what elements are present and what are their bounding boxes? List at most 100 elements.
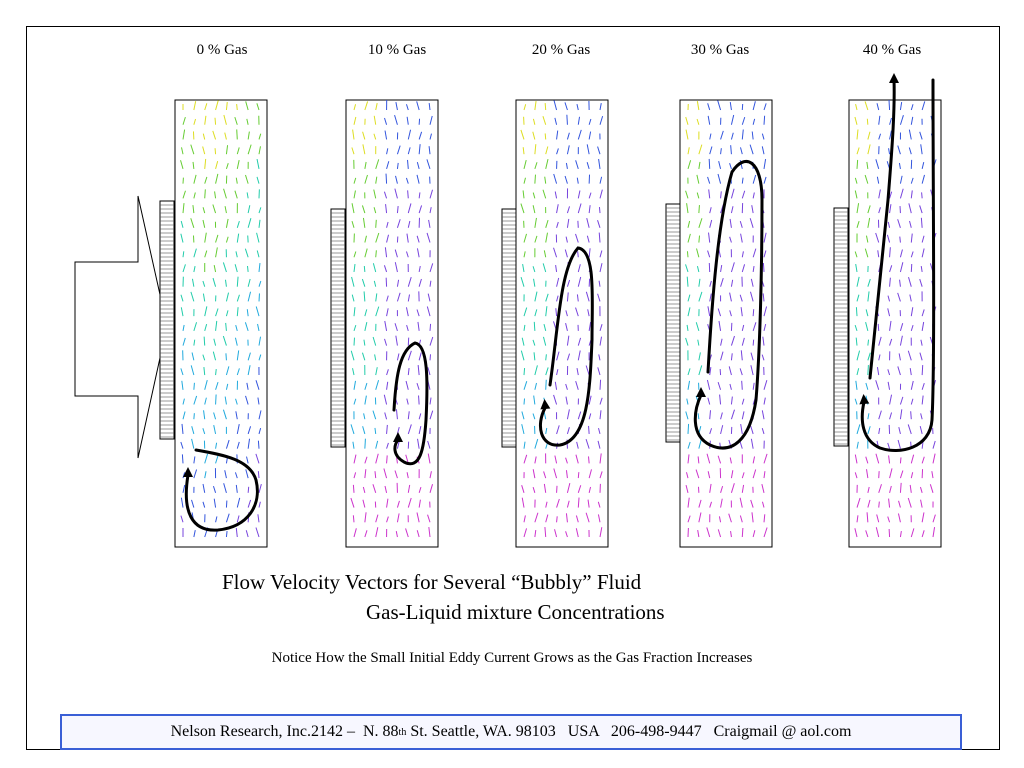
velocity-vector	[555, 264, 558, 273]
velocity-vector	[556, 351, 560, 361]
velocity-vector	[247, 131, 250, 140]
velocity-vector	[876, 514, 880, 523]
velocity-vector	[697, 413, 700, 420]
velocity-vector	[212, 204, 217, 214]
velocity-vector	[740, 423, 743, 435]
velocity-vector	[687, 307, 691, 317]
velocity-vector	[586, 162, 590, 170]
velocity-vector	[212, 130, 217, 140]
velocity-vector	[599, 410, 602, 420]
velocity-vector	[416, 382, 420, 390]
velocity-vector	[193, 118, 197, 125]
velocity-vector	[407, 497, 412, 508]
velocity-vector	[867, 486, 870, 493]
velocity-vector	[225, 457, 228, 464]
velocity-vector	[566, 292, 569, 302]
velocity-vector	[929, 484, 934, 493]
velocity-vector	[255, 380, 260, 390]
velocity-vector	[181, 147, 184, 155]
velocity-vector	[406, 324, 409, 332]
velocity-vector	[222, 409, 227, 420]
velocity-vector	[351, 294, 355, 302]
velocity-vector	[426, 306, 431, 317]
arrowhead-icon	[859, 394, 870, 405]
velocity-vector	[236, 497, 241, 508]
velocity-vector	[234, 472, 238, 479]
velocity-vector	[855, 337, 858, 346]
velocity-vector	[364, 309, 368, 317]
velocity-vector	[428, 102, 431, 111]
velocity-vector	[534, 162, 538, 170]
velocity-vector	[190, 365, 195, 376]
velocity-vector	[685, 484, 689, 493]
velocity-vector	[202, 207, 206, 214]
velocity-vector	[364, 395, 367, 405]
velocity-vector	[543, 471, 547, 479]
velocity-vector	[553, 394, 558, 405]
velocity-vector	[384, 485, 388, 493]
velocity-vector	[246, 118, 249, 125]
velocity-panel	[679, 99, 773, 548]
velocity-vector	[182, 484, 186, 493]
velocity-vector	[899, 175, 903, 184]
velocity-vector	[351, 276, 355, 287]
velocity-vector	[193, 469, 198, 479]
velocity-vector	[545, 379, 547, 390]
velocity-vector	[752, 192, 755, 199]
velocity-vector	[247, 486, 250, 493]
velocity-vector	[383, 394, 388, 405]
velocity-vector	[204, 189, 206, 199]
velocity-vector	[429, 471, 432, 479]
velocity-vector	[909, 294, 912, 302]
velocity-vector	[867, 413, 870, 420]
arrowhead-icon	[889, 73, 899, 83]
panel-label-10: 10 % Gas	[367, 42, 427, 58]
velocity-vector	[363, 291, 366, 302]
velocity-vector	[204, 103, 208, 111]
velocity-vector	[405, 251, 409, 258]
velocity-vector	[867, 426, 871, 435]
velocity-vector	[247, 352, 251, 361]
velocity-panel	[345, 99, 439, 548]
velocity-vector	[598, 207, 601, 214]
velocity-vector	[180, 497, 184, 508]
velocity-vector	[352, 484, 355, 493]
velocity-vector	[386, 308, 389, 317]
velocity-vector	[763, 232, 767, 243]
velocity-vector	[521, 337, 525, 346]
velocity-vector	[599, 336, 603, 346]
arrowhead-icon	[393, 432, 403, 442]
velocity-vector	[730, 470, 734, 479]
velocity-vector	[416, 162, 420, 170]
velocity-vector	[215, 381, 219, 390]
velocity-vector	[534, 438, 539, 449]
velocity-vector	[193, 265, 196, 273]
velocity-vector	[386, 295, 389, 302]
velocity-vector	[556, 204, 559, 214]
velocity-vector	[256, 250, 260, 258]
velocity-vector	[225, 322, 227, 331]
velocity-vector	[236, 220, 240, 228]
velocity-vector	[577, 190, 581, 199]
velocity-vector	[534, 512, 539, 523]
velocity-vector	[921, 235, 925, 243]
velocity-vector	[921, 309, 925, 317]
velocity-vector	[875, 527, 880, 538]
velocity-vector	[427, 453, 431, 464]
velocity-panel	[174, 99, 268, 548]
velocity-vector	[588, 425, 590, 434]
velocity-vector	[247, 218, 252, 228]
velocity-vector	[921, 174, 925, 184]
velocity-vector	[875, 159, 880, 170]
velocity-vector	[533, 321, 536, 331]
velocity-vector	[375, 380, 380, 390]
velocity-vector	[553, 468, 558, 479]
velocity-vector	[586, 217, 590, 228]
velocity-vector	[542, 263, 547, 273]
panel-outline	[515, 99, 609, 548]
velocity-vector	[236, 307, 239, 317]
velocity-vector	[429, 484, 434, 493]
velocity-vector	[223, 188, 227, 199]
velocity-vector	[740, 147, 743, 155]
velocity-vector	[375, 514, 379, 523]
